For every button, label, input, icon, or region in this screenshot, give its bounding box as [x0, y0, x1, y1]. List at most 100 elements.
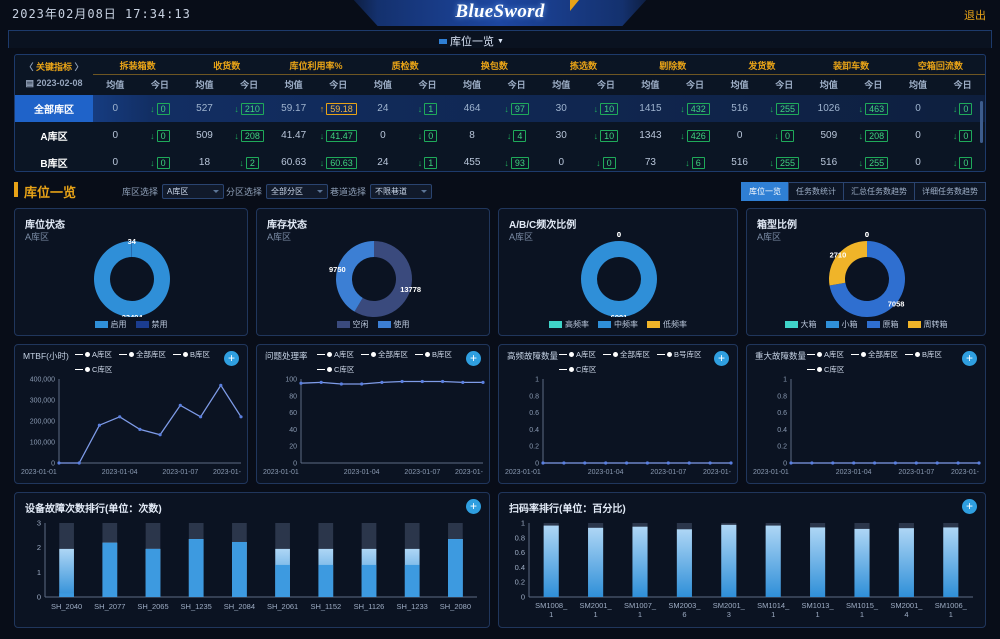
partition-select[interactable]: 全部分区	[266, 184, 329, 199]
donut-slice-3[interactable]	[829, 241, 867, 286]
legend-item-1[interactable]: 禁用	[135, 319, 168, 330]
donut-slice-2[interactable]	[829, 241, 905, 317]
data-point-8[interactable]	[219, 383, 223, 387]
expand-button[interactable]: +	[714, 351, 729, 366]
legend-item-3[interactable]: C库区	[807, 364, 844, 375]
tab-1[interactable]: 任务数统计	[788, 182, 843, 201]
legend-item-0[interactable]: A库区	[559, 349, 596, 360]
data-point-2[interactable]	[831, 461, 835, 465]
exit-button[interactable]: 退出	[964, 10, 986, 22]
bar-7[interactable]	[854, 528, 870, 597]
legend-item-0[interactable]: A库区	[317, 349, 354, 360]
tab-0[interactable]: 库位一览	[741, 182, 788, 201]
data-point-5[interactable]	[158, 433, 162, 437]
data-point-3[interactable]	[604, 461, 608, 465]
data-point-9[interactable]	[729, 461, 733, 465]
table-row[interactable]: A库区 0 ↓ 0 509 ↓ 208 41.47 ↓ 41.47 0 ↓ 0 8 ↓ 4 30 ↓ 10 1343 ↓…	[15, 122, 985, 149]
data-point-7[interactable]	[199, 415, 203, 419]
legend-item-1[interactable]: 全部库区	[361, 349, 408, 360]
row-zone-cell[interactable]: A库区	[15, 122, 93, 149]
bar-9[interactable]	[943, 527, 959, 597]
donut-slice-0[interactable]	[354, 241, 412, 317]
legend-item-0[interactable]: A库区	[75, 349, 112, 360]
legend-item-0[interactable]: 空闲	[336, 319, 369, 330]
legend-item-3[interactable]: C库区	[317, 364, 354, 375]
data-point-7[interactable]	[441, 379, 445, 384]
legend-item-1[interactable]: 全部库区	[119, 349, 166, 360]
data-point-0[interactable]	[299, 381, 303, 385]
legend-item-3[interactable]: C库区	[559, 364, 596, 375]
page-select-dropdown[interactable]: 库位一览 ▼	[439, 33, 504, 49]
data-point-3[interactable]	[852, 461, 856, 465]
data-point-1[interactable]	[810, 461, 814, 465]
legend-item-0[interactable]: 启用	[94, 319, 127, 330]
warehouse-select[interactable]: A库区	[162, 184, 225, 199]
next-arrow-icon[interactable]: 〉	[74, 62, 84, 73]
data-point-6[interactable]	[666, 461, 670, 465]
data-point-2[interactable]	[583, 461, 587, 465]
data-point-6[interactable]	[178, 403, 182, 407]
data-point-8[interactable]	[461, 380, 465, 384]
data-point-4[interactable]	[380, 380, 384, 384]
data-point-5[interactable]	[400, 379, 404, 384]
donut-slice-0[interactable]	[94, 241, 171, 317]
data-point-9[interactable]	[977, 461, 981, 465]
legend-item-3[interactable]: C库区	[75, 364, 112, 375]
data-point-4[interactable]	[873, 461, 877, 465]
bar-4[interactable]	[721, 524, 737, 597]
data-point-0[interactable]	[57, 461, 61, 465]
bar-1[interactable]	[588, 527, 604, 597]
legend-item-1[interactable]: 小箱	[825, 319, 858, 330]
data-point-0[interactable]	[541, 461, 545, 465]
data-point-7[interactable]	[687, 461, 691, 465]
data-point-9[interactable]	[239, 415, 243, 419]
data-point-0[interactable]	[789, 461, 793, 465]
data-point-3[interactable]	[360, 382, 364, 386]
tab-3[interactable]: 详细任务数趋势	[914, 182, 986, 201]
row-zone-cell[interactable]: 全部库区	[15, 95, 93, 122]
legend-item-2[interactable]: B库区	[173, 349, 210, 360]
legend-item-1[interactable]: 使用	[377, 319, 410, 330]
bar-5[interactable]	[765, 525, 781, 597]
data-point-4[interactable]	[138, 427, 142, 431]
legend-item-2[interactable]: 原箱	[866, 319, 899, 330]
data-point-3[interactable]	[118, 415, 122, 419]
bar-3[interactable]	[676, 529, 692, 597]
bar-2[interactable]	[632, 526, 648, 597]
bar-6[interactable]	[810, 527, 826, 597]
data-point-5[interactable]	[645, 461, 649, 465]
donut-slice-1[interactable]	[336, 241, 374, 312]
expand-button[interactable]: +	[466, 499, 481, 514]
legend-item-2[interactable]: B号库区	[657, 349, 702, 360]
data-point-1[interactable]	[562, 461, 566, 465]
data-point-2[interactable]	[339, 382, 343, 386]
legend-item-0[interactable]: A库区	[807, 349, 844, 360]
prev-arrow-icon[interactable]: 〈	[24, 62, 34, 73]
aisle-select[interactable]: 不限巷道	[370, 184, 433, 199]
data-point-6[interactable]	[420, 379, 424, 384]
table-scrollbar[interactable]	[980, 101, 983, 143]
data-point-9[interactable]	[481, 380, 485, 384]
data-point-1[interactable]	[77, 461, 81, 465]
data-point-8[interactable]	[708, 461, 712, 465]
data-point-8[interactable]	[956, 461, 960, 465]
data-point-4[interactable]	[625, 461, 629, 465]
table-row[interactable]: B库区 0 ↓ 0 18 ↓ 2 60.63 ↓ 60.63 24 ↓ 1 455 ↓ 93 0 ↓ 0 73 ↓ 6 51…	[15, 149, 985, 171]
table-row[interactable]: 全部库区 0 ↓ 0 527 ↓ 210 59.17 ↑ 59.18 24 ↓ 1 464 ↓ 97 30 ↓ 10…	[15, 95, 985, 122]
data-point-2[interactable]	[97, 423, 101, 427]
expand-button[interactable]: +	[962, 499, 977, 514]
data-point-5[interactable]	[893, 461, 897, 465]
legend-item-2[interactable]: B库区	[905, 349, 942, 360]
data-point-1[interactable]	[319, 380, 323, 384]
legend-item-2[interactable]: 低频率	[647, 319, 687, 330]
data-point-7[interactable]	[935, 461, 939, 465]
expand-button[interactable]: +	[962, 351, 977, 366]
expand-button[interactable]: +	[224, 351, 239, 366]
bar-0[interactable]	[59, 548, 74, 597]
bar-0[interactable]	[543, 525, 559, 597]
legend-item-1[interactable]: 全部库区	[603, 349, 650, 360]
legend-item-1[interactable]: 中频率	[598, 319, 638, 330]
legend-item-3[interactable]: 周转箱	[907, 319, 948, 330]
legend-item-2[interactable]: B库区	[415, 349, 452, 360]
data-point-6[interactable]	[914, 461, 918, 465]
